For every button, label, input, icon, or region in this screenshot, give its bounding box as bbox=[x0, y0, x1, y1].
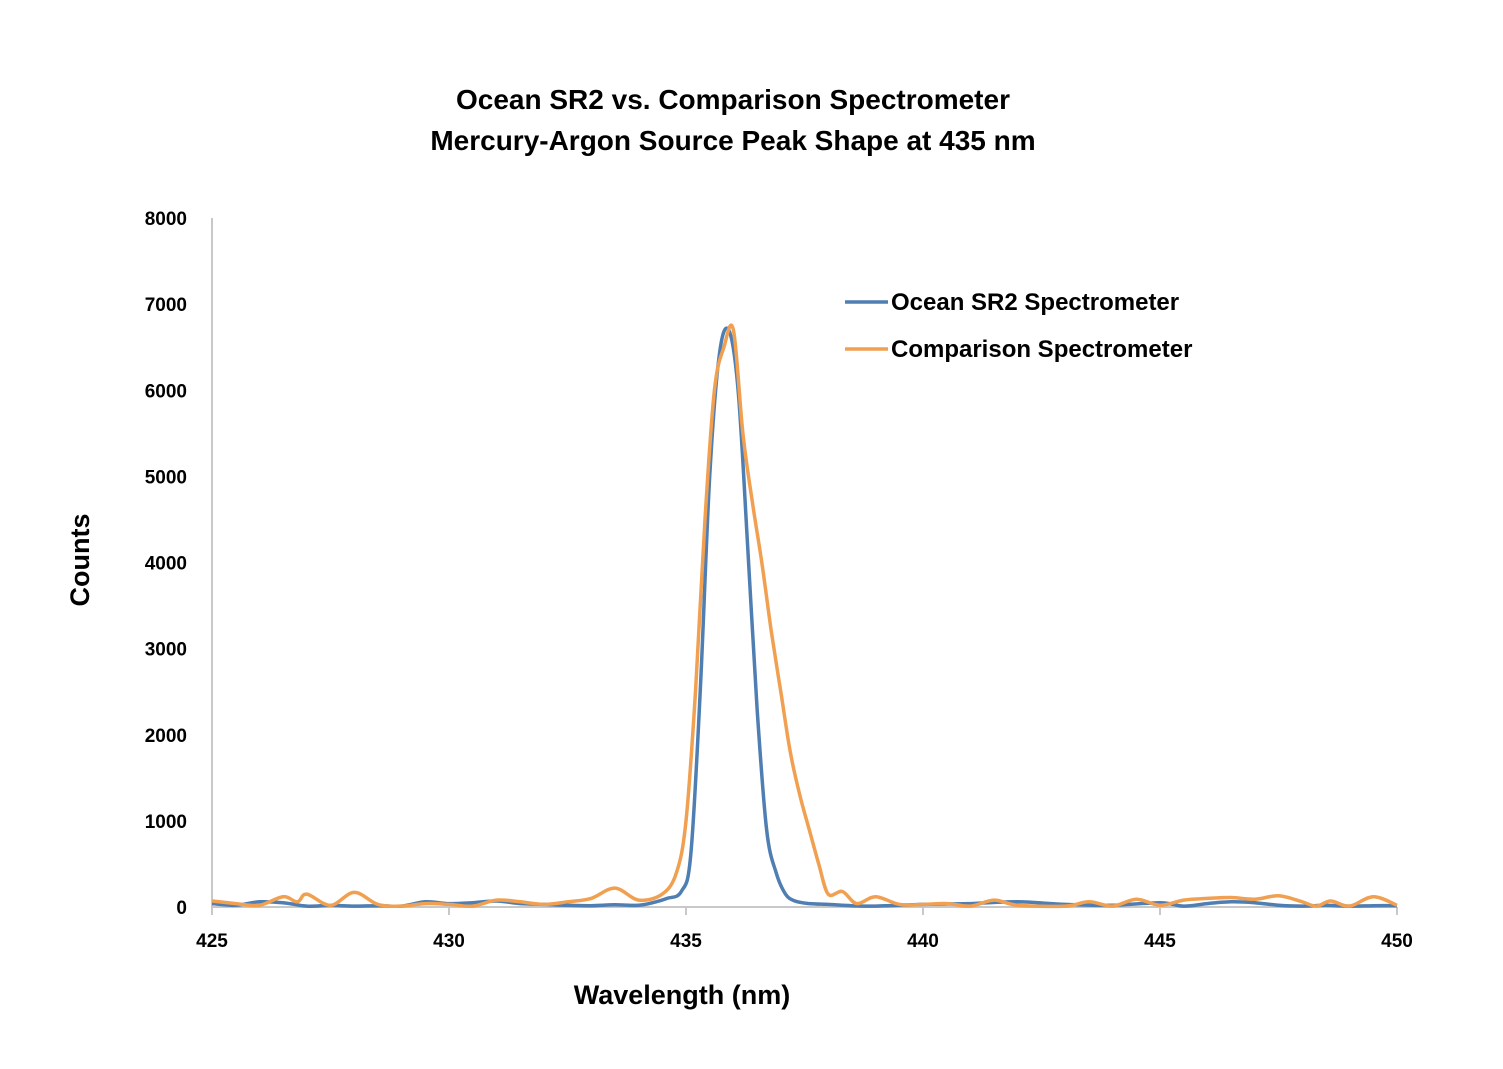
x-tick-label: 445 bbox=[1144, 931, 1176, 952]
x-tick-label: 435 bbox=[670, 931, 702, 952]
y-axis: 0 1000 2000 3000 4000 5000 6000 7000 8000 bbox=[145, 209, 213, 919]
x-tick-label: 440 bbox=[907, 931, 939, 952]
y-tick-label: 5000 bbox=[145, 467, 187, 488]
y-tick-label: 0 bbox=[176, 898, 187, 919]
y-tick-label: 2000 bbox=[145, 726, 187, 747]
y-tick-label: 1000 bbox=[145, 812, 187, 833]
chart-title-line-1: Ocean SR2 vs. Comparison Spectrometer bbox=[456, 84, 1010, 115]
series-line-ocean-sr2 bbox=[211, 326, 1398, 909]
y-tick-label: 7000 bbox=[145, 295, 187, 316]
y-axis-label: Counts bbox=[65, 514, 95, 607]
x-tick-label: 430 bbox=[433, 931, 465, 952]
x-tick-label: 450 bbox=[1381, 931, 1413, 952]
series-line-comparison bbox=[211, 323, 1398, 909]
legend-label: Comparison Spectrometer bbox=[891, 336, 1192, 363]
y-tick-label: 8000 bbox=[145, 209, 187, 230]
series-lines bbox=[211, 323, 1398, 909]
y-tick-label: 6000 bbox=[145, 381, 187, 402]
legend: Ocean SR2 Spectrometer Comparison Spectro… bbox=[845, 289, 1192, 363]
y-tick-label: 3000 bbox=[145, 640, 187, 661]
x-tick-label: 425 bbox=[196, 931, 228, 952]
chart-title-line-2: Mercury-Argon Source Peak Shape at 435 n… bbox=[430, 125, 1035, 156]
x-axis: 425 430 435 440 445 450 bbox=[196, 906, 1413, 952]
y-tick-label: 4000 bbox=[145, 554, 187, 575]
legend-label: Ocean SR2 Spectrometer bbox=[891, 289, 1179, 316]
x-axis-label: Wavelength (nm) bbox=[574, 980, 791, 1010]
